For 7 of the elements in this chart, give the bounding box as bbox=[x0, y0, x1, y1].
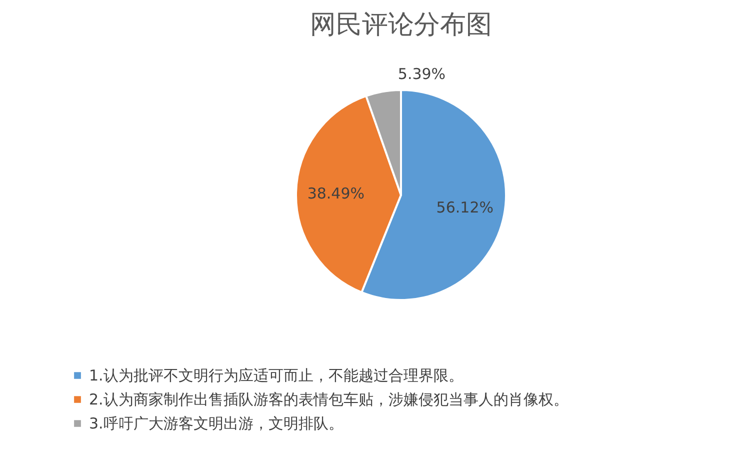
data-label: 38.49% bbox=[307, 184, 365, 203]
data-label: 56.12% bbox=[436, 198, 494, 216]
data-label: 5.39% bbox=[398, 64, 446, 83]
legend-label: 1.认为批评不文明行为应适可而止，不能越过合理界限。 bbox=[89, 366, 464, 384]
chart-title: 网民评论分布图 bbox=[310, 10, 492, 40]
legend-label: 2.认为商家制作出售插队游客的表情包车贴，涉嫌侵犯当事人的肖像权。 bbox=[89, 390, 568, 408]
legend-label: 3.呼吁广大游客文明出游，文明排队。 bbox=[89, 414, 344, 432]
